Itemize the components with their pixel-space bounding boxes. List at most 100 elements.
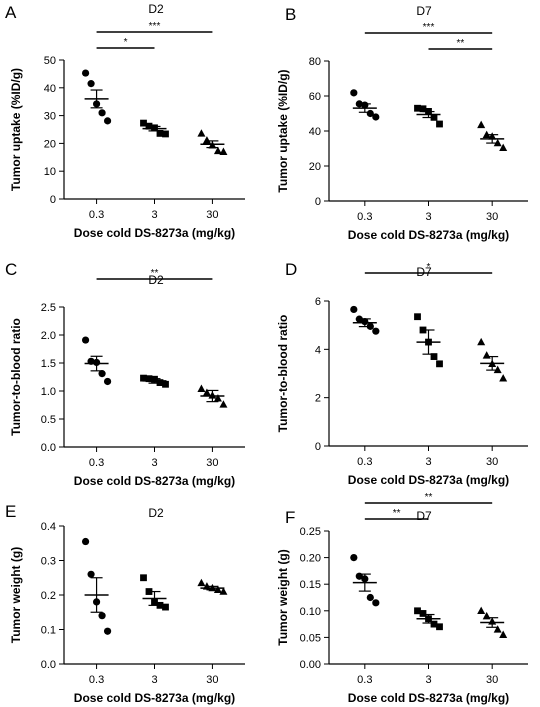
y-tick-label: 0.25 — [300, 526, 321, 538]
x-tick-label: 30 — [206, 674, 218, 686]
x-tick-label: 0.3 — [357, 674, 372, 686]
data-point-circle — [81, 336, 90, 344]
data-point-triangle — [493, 365, 502, 374]
y-axis-title: Tumor-to-blood ratio — [9, 318, 23, 436]
data-point-circle — [87, 570, 95, 578]
y-tick-label: 2.5 — [41, 302, 56, 314]
x-tick-label: 30 — [486, 456, 498, 468]
y-tick-label: 0.20 — [300, 553, 321, 565]
x-axis-title: Dose cold DS-8273a (mg/kg) — [348, 228, 509, 242]
panel-e: E D2 0.0 0.1 0.2 0.3 0.4 0.3 3 30 Dose cold DS-827… — [5, 502, 245, 705]
data-point-triangle — [197, 384, 206, 392]
y-tick-label: 0.4 — [41, 521, 56, 533]
y-tick-label: 0.0 — [41, 659, 56, 671]
panel-label: F — [285, 508, 295, 527]
data-point-square — [414, 104, 421, 112]
significance-label: ** — [393, 508, 401, 519]
x-axis-title: Dose cold DS-8273a (mg/kg) — [74, 474, 235, 488]
y-axis-title: Tumor uptake (%ID/g) — [9, 68, 23, 191]
y-tick-label: 20 — [309, 161, 321, 173]
data-point-triangle — [213, 146, 222, 155]
data-point-circle — [103, 117, 112, 125]
data-point-square — [419, 105, 427, 113]
x-axis-title: Dose cold DS-8273a (mg/kg) — [348, 691, 509, 705]
data-point-triangle — [197, 578, 206, 587]
data-point-square — [430, 620, 438, 628]
panel-b: B D7 0 20 40 60 80 0.3 3 30 Dose cold DS-8273a (mg… — [276, 4, 528, 242]
y-tick-label: 0 — [315, 441, 321, 453]
data-point-triangle — [499, 374, 508, 382]
x-tick-label: 3 — [151, 457, 157, 469]
significance-label: *** — [423, 22, 435, 33]
x-tick-label: 3 — [151, 674, 157, 686]
chart-title: D2 — [148, 506, 164, 520]
y-tick-label: 1.5 — [41, 358, 56, 370]
data-point-circle — [372, 327, 380, 335]
data-point-triangle — [219, 147, 228, 155]
x-tick-label: 0.3 — [357, 211, 372, 223]
y-axis-title: Tumor weight (g) — [276, 549, 290, 645]
data-point-circle — [366, 593, 374, 602]
y-tick-label: 30 — [44, 111, 56, 123]
data-point-circle — [350, 554, 358, 562]
data-point-circle — [372, 599, 380, 607]
data-point-triangle — [213, 394, 222, 402]
y-tick-label: 0.0 — [41, 442, 56, 454]
significance-label: ** — [425, 492, 433, 503]
x-tick-label: 3 — [151, 209, 157, 221]
chart-title: D2 — [148, 273, 164, 287]
x-tick-label: 30 — [486, 211, 498, 223]
x-tick-label: 30 — [206, 457, 218, 469]
data-point-circle — [98, 109, 106, 117]
data-point-triangle — [202, 388, 211, 396]
y-tick-label: 0 — [50, 194, 56, 206]
data-point-square — [140, 119, 147, 127]
panel-label: A — [5, 3, 17, 22]
data-point-circle — [81, 69, 90, 77]
y-tick-label: 0.5 — [41, 414, 56, 426]
data-point-circle — [98, 612, 106, 620]
data-point-triangle — [499, 143, 508, 151]
y-tick-label: 0 — [315, 196, 321, 208]
data-point-square — [162, 603, 169, 611]
x-axis-title: Dose cold DS-8273a (mg/kg) — [348, 473, 509, 487]
chart-title: D7 — [416, 265, 432, 279]
y-tick-label: 6 — [315, 296, 321, 308]
y-tick-label: 2.0 — [41, 330, 56, 342]
data-point-circle — [98, 370, 106, 378]
data-point-triangle — [482, 351, 491, 359]
y-tick-label: 50 — [44, 55, 56, 67]
significance-label: *** — [149, 21, 161, 32]
y-tick-label: 80 — [309, 56, 321, 68]
panel-label: B — [285, 5, 296, 24]
panel-label: E — [5, 502, 16, 521]
y-tick-label: 0.2 — [41, 590, 56, 602]
x-tick-label: 3 — [425, 211, 431, 223]
y-tick-label: 40 — [44, 83, 56, 95]
y-tick-label: 40 — [309, 126, 321, 138]
data-point-square — [162, 130, 169, 138]
x-axis-title: Dose cold DS-8273a (mg/kg) — [74, 226, 235, 240]
y-tick-label: 0.00 — [300, 659, 321, 671]
y-tick-label: 0.05 — [300, 632, 321, 644]
data-point-square — [436, 623, 443, 631]
data-point-circle — [350, 89, 358, 97]
x-tick-label: 30 — [486, 674, 498, 686]
data-point-square — [140, 574, 147, 582]
data-point-circle — [81, 537, 90, 546]
data-point-triangle — [499, 630, 508, 638]
x-tick-label: 0.3 — [89, 674, 104, 686]
panel-label: C — [5, 260, 17, 279]
chart-title: D7 — [416, 4, 432, 18]
significance-label: ** — [456, 38, 464, 49]
data-point-square — [430, 353, 438, 360]
y-tick-label: 2 — [315, 393, 321, 405]
data-point-square — [419, 610, 427, 617]
x-axis-title: Dose cold DS-8273a (mg/kg) — [74, 691, 235, 705]
y-tick-label: 0.1 — [41, 625, 56, 637]
y-tick-label: 0.15 — [300, 579, 321, 591]
y-tick-label: 60 — [309, 91, 321, 103]
panel-f: F D7 0.00 0.05 0.10 0.15 0.20 0.25 0.3 3 30 Dose co… — [276, 492, 528, 705]
y-axis-title: Tumor uptake (%ID/g) — [276, 69, 290, 192]
data-point-circle — [103, 377, 112, 386]
